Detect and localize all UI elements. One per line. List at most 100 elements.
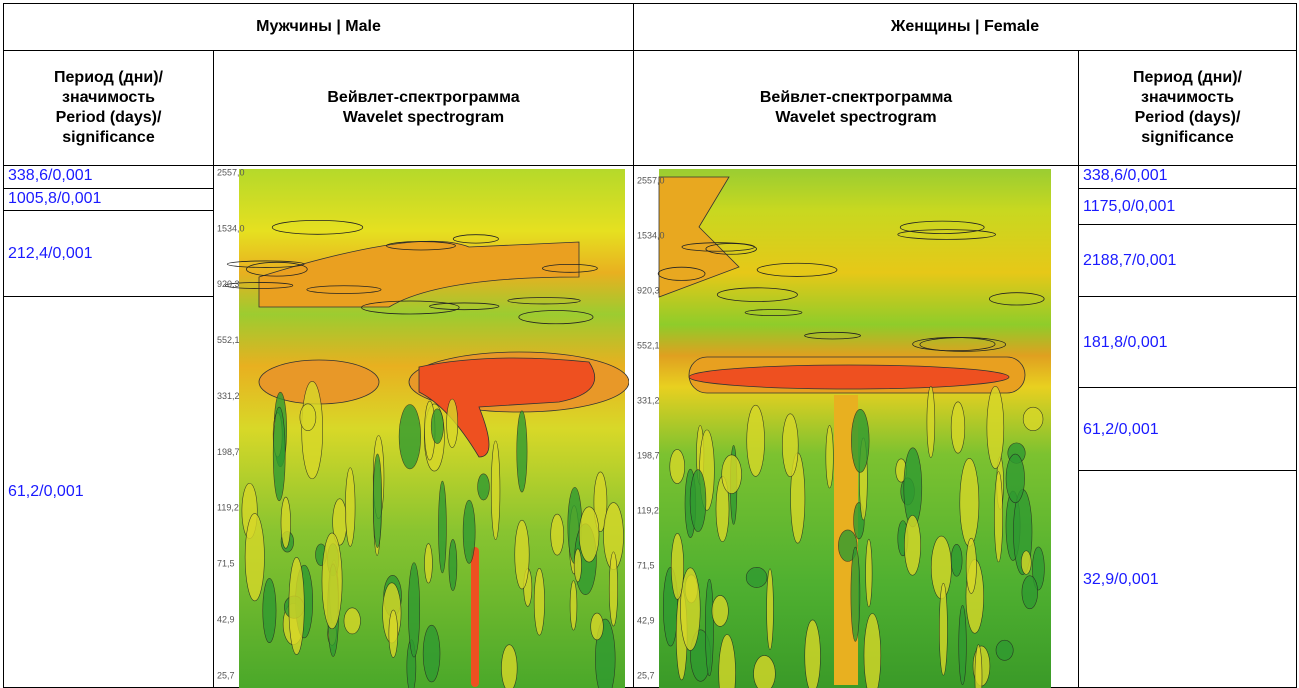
period-cell: 61,2/0,001 — [3, 296, 214, 688]
contour — [438, 481, 446, 573]
contour — [987, 386, 1004, 468]
contour — [1021, 551, 1031, 575]
contour — [851, 409, 869, 472]
contour — [754, 655, 776, 688]
contour — [767, 569, 774, 650]
page: Мужчины | Male Женщины | Female Период (дн… — [0, 0, 1299, 688]
period-cell: 32,9/0,001 — [1078, 470, 1297, 688]
subheader-line: significance — [62, 128, 154, 148]
subheader-cell: Вейвлет-спектрограммаWavelet spectrogram — [633, 50, 1079, 166]
contour — [996, 640, 1013, 660]
contour — [579, 507, 599, 562]
period-value: 61,2/0,001 — [8, 483, 84, 501]
period-cell: 2188,7/0,001 — [1078, 224, 1297, 297]
contour — [671, 533, 683, 599]
contour — [478, 474, 490, 500]
contour — [722, 455, 742, 494]
header-text: Женщины | Female — [891, 17, 1039, 37]
contour — [517, 411, 527, 492]
axis-label: 25,7 — [637, 670, 655, 680]
contour — [591, 613, 604, 640]
contour — [1006, 454, 1025, 503]
contour — [471, 547, 479, 687]
contour — [263, 578, 276, 642]
period-cell: 338,6/0,001 — [1078, 165, 1297, 189]
subheader-line: Wavelet spectrogram — [343, 108, 504, 128]
contour — [551, 514, 564, 555]
axis-label: 42,9 — [217, 614, 235, 624]
contour — [805, 620, 821, 688]
contour — [574, 549, 581, 582]
contour — [689, 365, 1009, 389]
contour — [705, 579, 713, 676]
period-cell: 1005,8/0,001 — [3, 188, 214, 211]
period-value: 1005,8/0,001 — [8, 190, 213, 208]
contour — [273, 407, 285, 501]
contour — [389, 610, 398, 658]
axis-label: 71,5 — [217, 559, 235, 569]
contour — [281, 497, 291, 548]
subheader-line: Период (дни)/ — [54, 68, 163, 88]
contour — [431, 409, 443, 444]
header-cell: Женщины | Female — [633, 3, 1297, 51]
contour — [746, 567, 767, 587]
axis-label: 119,2 — [217, 503, 239, 513]
contour — [782, 414, 798, 477]
contour — [1023, 407, 1043, 430]
axis-label: 25,7 — [217, 670, 235, 680]
axis-label: 920,3 — [217, 279, 240, 289]
period-value: 181,8/0,001 — [1083, 334, 1168, 352]
contour — [904, 448, 922, 527]
subheader-line: значимость — [62, 88, 155, 108]
contour — [747, 405, 765, 476]
period-value: 32,9/0,001 — [1083, 571, 1159, 589]
axis-label: 920,3 — [637, 285, 660, 295]
axis-label: 1534,0 — [637, 230, 665, 240]
period-value: 1175,0/0,001 — [1083, 198, 1175, 216]
contour — [939, 583, 947, 675]
period-cell: 1175,0/0,001 — [1078, 188, 1297, 225]
contour — [447, 399, 458, 448]
axis-label: 2557,0 — [217, 167, 245, 177]
contour — [670, 449, 685, 483]
axis-label: 1534,0 — [217, 223, 245, 233]
header-text: Мужчины | Male — [256, 17, 381, 37]
contour — [826, 425, 834, 488]
wavelet-spectrogram: 2557,01534,0920,3552,1331,2198,7119,271,… — [635, 167, 1055, 688]
period-value: 338,6/0,001 — [1083, 167, 1296, 185]
axis-label: 42,9 — [637, 615, 655, 625]
period-value: 338,6/0,001 — [8, 167, 213, 185]
contour — [570, 581, 577, 631]
axis-label: 331,2 — [217, 391, 240, 401]
contour — [951, 544, 962, 576]
period-cell: 61,2/0,001 — [1078, 387, 1297, 471]
contour — [322, 533, 342, 629]
contour — [927, 386, 935, 457]
wavelet-spectrogram: 2557,01534,0920,3552,1331,2198,7119,271,… — [215, 167, 629, 688]
header-cell: Мужчины | Male — [3, 3, 634, 51]
contour — [399, 404, 421, 468]
contour — [449, 539, 457, 590]
contour — [408, 563, 419, 657]
subheader-line: значимость — [1141, 88, 1234, 108]
period-cell: 212,4/0,001 — [3, 210, 214, 297]
contour — [344, 608, 361, 634]
contour — [501, 645, 517, 688]
contour — [951, 402, 965, 453]
contour — [245, 513, 264, 600]
contour — [966, 538, 976, 593]
contour — [300, 404, 316, 431]
axis-label: 198,7 — [637, 450, 660, 460]
subheader-line: Вейвлет-спектрограмма — [760, 88, 952, 108]
contour — [959, 605, 967, 684]
subheader-line: Wavelet spectrogram — [775, 108, 936, 128]
axis-label: 198,7 — [217, 447, 240, 457]
contour — [1022, 576, 1038, 609]
contour — [712, 595, 728, 626]
subheader-line: Period (days)/ — [1135, 108, 1241, 128]
axis-label: 552,1 — [637, 340, 660, 350]
axis-label: 331,2 — [637, 395, 660, 405]
